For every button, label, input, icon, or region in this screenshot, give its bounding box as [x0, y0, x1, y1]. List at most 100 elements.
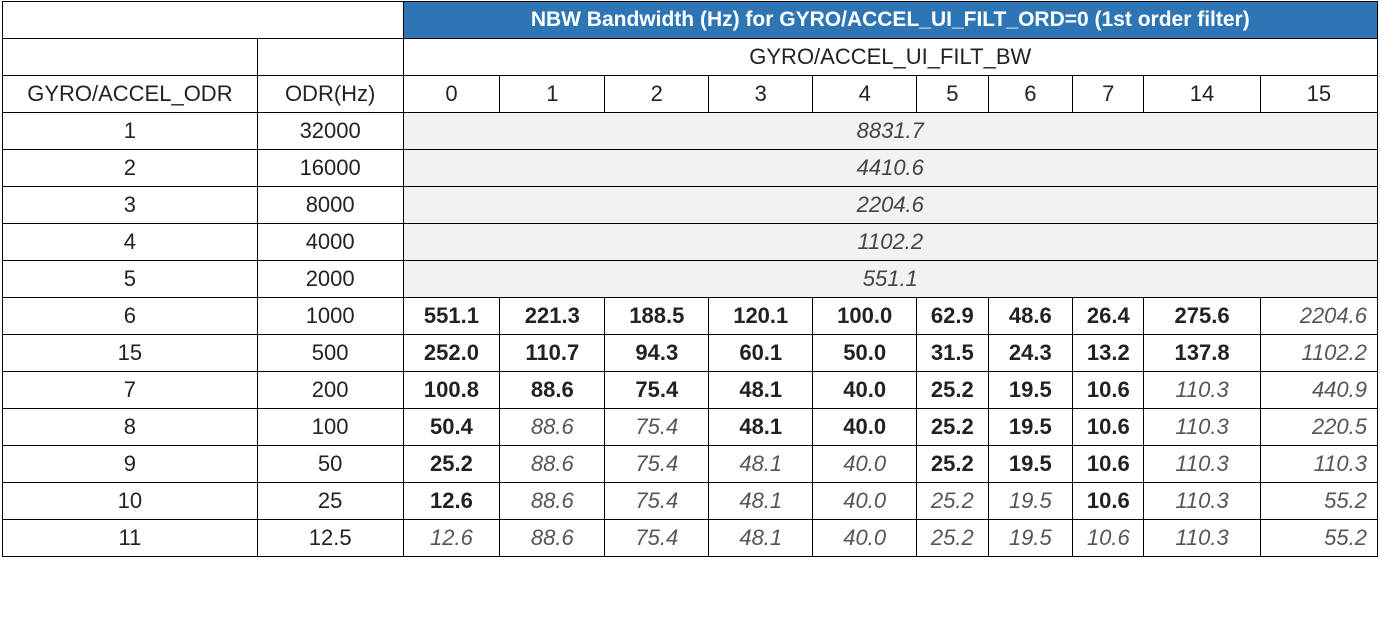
bandwidth-value-cell: 110.3 [1143, 482, 1261, 520]
bandwidth-value-cell: 88.6 [499, 482, 606, 520]
bandwidth-value-cell: 120.1 [708, 297, 814, 335]
merged-bandwidth-cell: 1102.2 [402, 223, 1379, 261]
bw-value-header: 0 [402, 75, 501, 113]
bw-value-header: 1 [499, 75, 606, 113]
bandwidth-value-cell: 110.3 [1259, 445, 1379, 483]
bandwidth-value-cell: 88.6 [499, 371, 606, 409]
odr-code-cell: 5 [2, 260, 258, 298]
bw-value-header: 3 [708, 75, 814, 113]
odr-hz-cell: 50 [256, 445, 404, 483]
bandwidth-value-cell: 25.2 [402, 445, 501, 483]
merged-bandwidth-cell: 8831.7 [402, 112, 1379, 150]
bandwidth-value-cell: 110.3 [1143, 519, 1261, 557]
bandwidth-value-cell: 110.7 [499, 334, 606, 372]
odr-hz-cell: 32000 [256, 112, 404, 150]
bandwidth-value-cell: 40.0 [812, 371, 918, 409]
odr-code-cell: 2 [2, 149, 258, 187]
bandwidth-value-cell: 551.1 [402, 297, 501, 335]
odr-code-cell: 9 [2, 445, 258, 483]
bandwidth-value-cell: 48.1 [708, 445, 814, 483]
odr-code-cell: 6 [2, 297, 258, 335]
bandwidth-value-cell: 40.0 [812, 445, 918, 483]
bandwidth-value-cell: 19.5 [987, 519, 1074, 557]
odr-hz-cell: 500 [256, 334, 404, 372]
table-row: 11 12.5 12.6 88.6 75.4 48.1 40.0 25.2 19.5 10.6 11… [2, 519, 1379, 557]
bandwidth-value-cell: 55.2 [1259, 482, 1379, 520]
bandwidth-value-cell: 75.4 [604, 408, 710, 446]
odr-hz-cell: 12.5 [256, 519, 404, 557]
bandwidth-value-cell: 2204.6 [1259, 297, 1379, 335]
bandwidth-table: NBW Bandwidth (Hz) for GYRO/ACCEL_UI_FIL… [2, 1, 1379, 557]
table-row: 7 200 100.8 88.6 75.4 48.1 40.0 25.2 19.5 10.6 110… [2, 371, 1379, 409]
odr-code-cell: 1 [2, 112, 258, 150]
table-row: 4 4000 1102.2 [2, 223, 1379, 261]
bandwidth-value-cell: 110.3 [1143, 371, 1261, 409]
bandwidth-value-cell: 75.4 [604, 519, 710, 557]
odr-code-cell: 8 [2, 408, 258, 446]
odr-hz-cell: 25 [256, 482, 404, 520]
table-row: 5 2000 551.1 [2, 260, 1379, 298]
bandwidth-value-cell: 48.1 [708, 408, 814, 446]
bandwidth-value-cell: 275.6 [1143, 297, 1261, 335]
bandwidth-value-cell: 440.9 [1259, 371, 1379, 409]
title-row: NBW Bandwidth (Hz) for GYRO/ACCEL_UI_FIL… [2, 1, 1379, 39]
bandwidth-value-cell: 100.0 [812, 297, 918, 335]
bandwidth-value-cell: 25.2 [916, 371, 989, 409]
bandwidth-value-cell: 10.6 [1072, 482, 1145, 520]
bandwidth-value-cell: 137.8 [1143, 334, 1261, 372]
bandwidth-value-cell: 10.6 [1072, 445, 1145, 483]
odr-code-cell: 11 [2, 519, 258, 557]
bandwidth-value-cell: 110.3 [1143, 408, 1261, 446]
bandwidth-value-cell: 62.9 [916, 297, 989, 335]
odr-code-cell: 15 [2, 334, 258, 372]
bandwidth-value-cell: 100.8 [402, 371, 501, 409]
bandwidth-value-cell: 220.5 [1259, 408, 1379, 446]
odr-code-cell: 10 [2, 482, 258, 520]
odr-code-cell: 4 [2, 223, 258, 261]
bandwidth-value-cell: 25.2 [916, 482, 989, 520]
bw-value-header: 2 [604, 75, 710, 113]
bandwidth-value-cell: 50.4 [402, 408, 501, 446]
bandwidth-value-cell: 110.3 [1143, 445, 1261, 483]
bandwidth-value-cell: 10.6 [1072, 519, 1145, 557]
bandwidth-value-cell: 10.6 [1072, 371, 1145, 409]
bandwidth-value-cell: 88.6 [499, 408, 606, 446]
bandwidth-value-cell: 19.5 [987, 408, 1074, 446]
table-title: NBW Bandwidth (Hz) for GYRO/ACCEL_UI_FIL… [402, 1, 1379, 39]
odr-hz-cell: 1000 [256, 297, 404, 335]
odr-hz-cell: 200 [256, 371, 404, 409]
odr-code-cell: 7 [2, 371, 258, 409]
odr-hz-cell: 100 [256, 408, 404, 446]
bw-value-header: 14 [1143, 75, 1261, 113]
bandwidth-value-cell: 40.0 [812, 519, 918, 557]
bandwidth-value-cell: 40.0 [812, 408, 918, 446]
odr-hz-cell: 2000 [256, 260, 404, 298]
table-row: 15 500 252.0 110.7 94.3 60.1 50.0 31.5 24.3 13.2 1… [2, 334, 1379, 372]
odr-hz-cell: 4000 [256, 223, 404, 261]
merged-bandwidth-cell: 551.1 [402, 260, 1379, 298]
odr-hz-header: ODR(Hz) [256, 75, 404, 113]
bandwidth-value-cell: 75.4 [604, 482, 710, 520]
bandwidth-value-cell: 60.1 [708, 334, 814, 372]
empty-header-cell [2, 38, 258, 76]
bandwidth-value-cell: 40.0 [812, 482, 918, 520]
empty-header-cell [256, 38, 404, 76]
bandwidth-value-cell: 88.6 [499, 445, 606, 483]
bandwidth-value-cell: 12.6 [402, 519, 501, 557]
table-row: 6 1000 551.1 221.3 188.5 120.1 100.0 62.9 48.6 26… [2, 297, 1379, 335]
bw-value-header: 5 [916, 75, 989, 113]
bandwidth-value-cell: 94.3 [604, 334, 710, 372]
bandwidth-value-cell: 25.2 [916, 519, 989, 557]
bw-value-header: 6 [987, 75, 1074, 113]
bw-value-header: 7 [1072, 75, 1145, 113]
bw-header-row: GYRO/ACCEL_UI_FILT_BW [2, 38, 1379, 76]
odr-code-cell: 3 [2, 186, 258, 224]
bandwidth-value-cell: 48.6 [987, 297, 1074, 335]
merged-bandwidth-cell: 4410.6 [402, 149, 1379, 187]
bandwidth-value-cell: 26.4 [1072, 297, 1145, 335]
bandwidth-value-cell: 88.6 [499, 519, 606, 557]
bandwidth-value-cell: 75.4 [604, 371, 710, 409]
odr-hz-cell: 8000 [256, 186, 404, 224]
bandwidth-value-cell: 19.5 [987, 371, 1074, 409]
table-row: 1 32000 8831.7 [2, 112, 1379, 150]
